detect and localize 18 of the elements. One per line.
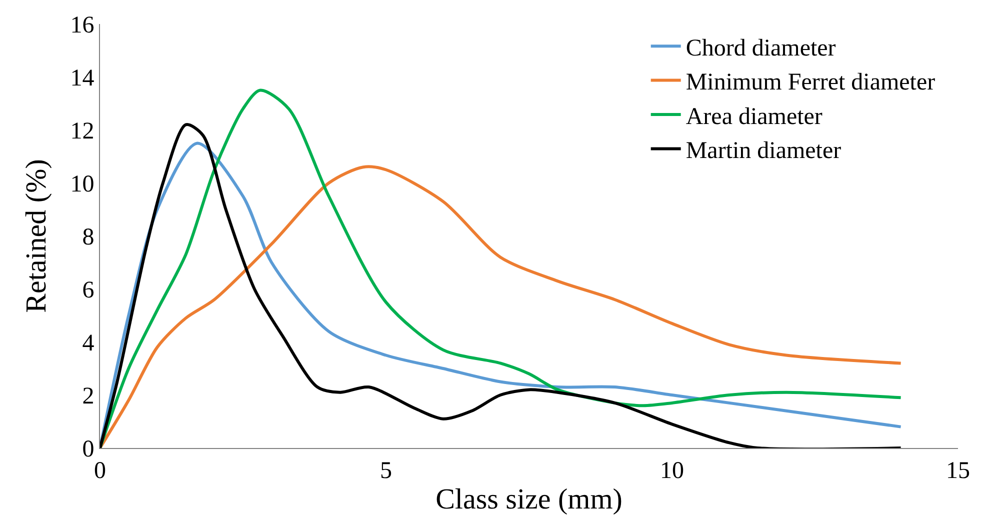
y-tick-label: 16 — [70, 12, 94, 38]
y-tick-label: 0 — [82, 436, 94, 462]
y-tick-label: 2 — [82, 383, 94, 410]
legend-label: Minimum Ferret diameter — [686, 70, 936, 96]
x-tick-label: 5 — [380, 458, 392, 484]
x-tick-label: 15 — [946, 458, 970, 484]
y-tick-label: 6 — [82, 277, 94, 304]
legend-label: Martin diameter — [686, 138, 842, 164]
y-tick-label: 4 — [82, 330, 94, 356]
legend-label: Chord diameter — [686, 35, 836, 62]
y-tick-label: 12 — [70, 118, 94, 144]
y-tick-label: 10 — [70, 171, 94, 198]
y-tick-label: 14 — [70, 65, 94, 92]
x-tick-label: 10 — [660, 458, 684, 484]
y-axis-title: Retained (%) — [20, 159, 53, 313]
legend-label: Area diameter — [686, 104, 822, 130]
x-axis-title: Class size (mm) — [436, 484, 622, 516]
y-tick-label: 8 — [82, 224, 94, 250]
